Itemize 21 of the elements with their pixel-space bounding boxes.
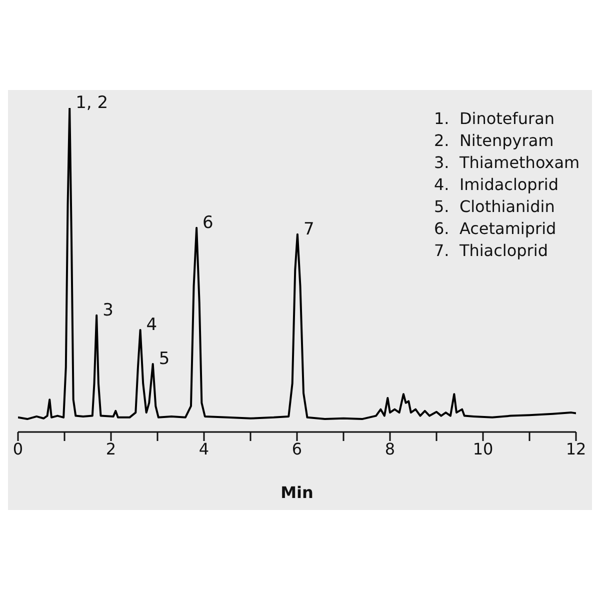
x-tick-label: 12 bbox=[566, 439, 586, 458]
annotation: 7. Thiacloprid bbox=[434, 240, 549, 262]
annotation: 1, 2 bbox=[76, 93, 108, 114]
annotation: 4 bbox=[146, 314, 158, 335]
x-tick-label: 4 bbox=[198, 439, 210, 458]
x-tick-label: 2 bbox=[106, 439, 116, 458]
x-tick-label: 8 bbox=[384, 439, 396, 458]
annotation: 5 bbox=[158, 348, 170, 369]
annotation: 7 bbox=[303, 219, 314, 240]
x-tick-label: 10 bbox=[472, 439, 494, 458]
annotation: 5. Clothianidin bbox=[434, 196, 556, 218]
annotation: 2. Nitenpyram bbox=[434, 130, 555, 152]
annotation: 6 bbox=[202, 212, 214, 233]
annotation: 6. Acetamiprid bbox=[434, 218, 558, 240]
x-tick-label: 0 bbox=[12, 439, 24, 458]
annotation: 3 bbox=[102, 300, 114, 320]
annotation: 1. Dinotefuran bbox=[434, 108, 556, 130]
x-tick-label: 6 bbox=[292, 439, 302, 458]
annotation: 4. Imidacloprid bbox=[434, 174, 560, 196]
annotation: 3. Thiamethoxam bbox=[434, 152, 580, 174]
x-axis-title: Min bbox=[280, 483, 314, 502]
